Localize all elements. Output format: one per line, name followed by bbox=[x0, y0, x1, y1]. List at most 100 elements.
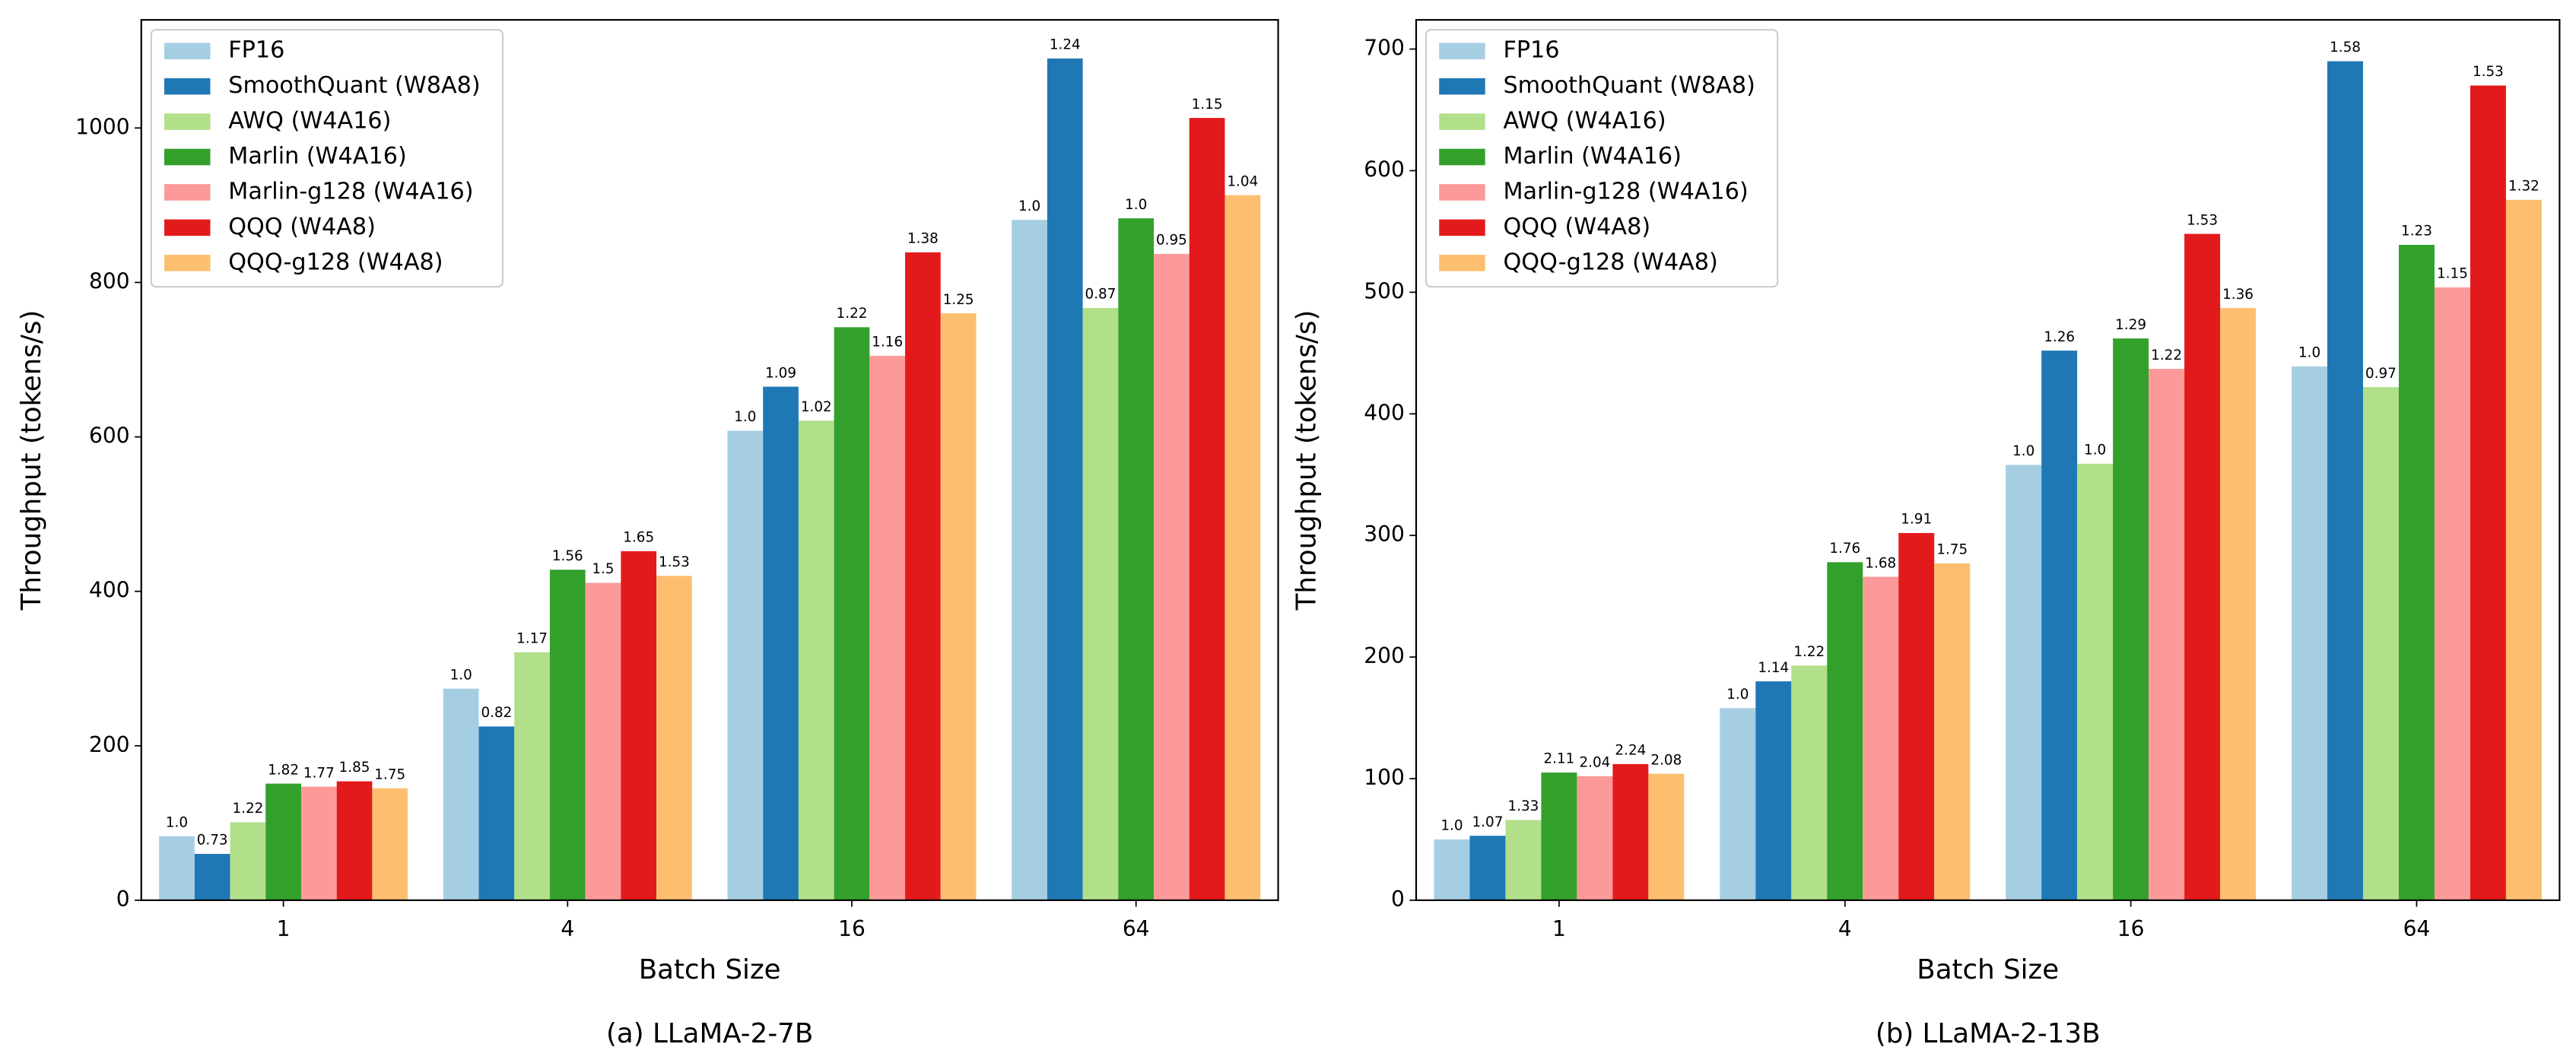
bar bbox=[1827, 562, 1863, 900]
legend-label: SmoothQuant (W8A8) bbox=[1503, 72, 1755, 99]
bar-label: 1.0 bbox=[2298, 345, 2320, 361]
bar bbox=[2149, 369, 2185, 900]
bar-label: 1.26 bbox=[2044, 329, 2075, 345]
legend-swatch bbox=[1439, 219, 1485, 236]
y-tick-label: 400 bbox=[1364, 400, 1405, 425]
y-tick-label: 300 bbox=[1364, 522, 1405, 547]
x-tick-label: 64 bbox=[1123, 916, 1150, 941]
x-tick-label: 16 bbox=[2117, 916, 2145, 941]
bar-label: 1.5 bbox=[592, 561, 614, 577]
bar-label: 1.22 bbox=[1793, 644, 1825, 660]
legend-swatch bbox=[164, 113, 211, 130]
bar-label: 0.87 bbox=[1085, 287, 1116, 303]
bar-label: 1.33 bbox=[1507, 798, 1539, 814]
bar bbox=[656, 576, 692, 900]
bar bbox=[940, 313, 977, 900]
bar bbox=[1082, 307, 1119, 900]
bar-label: 1.16 bbox=[872, 335, 903, 351]
bar bbox=[585, 582, 621, 900]
y-tick-label: 400 bbox=[89, 578, 130, 603]
bar-label: 1.56 bbox=[552, 548, 583, 564]
bar-label: 2.11 bbox=[1543, 751, 1574, 767]
legend-swatch bbox=[164, 184, 211, 201]
legend-label: AWQ (W4A16) bbox=[228, 108, 391, 135]
legend-label: QQQ (W4A8) bbox=[1503, 214, 1650, 240]
bar bbox=[1755, 681, 1792, 900]
y-tick-label: 1000 bbox=[75, 114, 129, 139]
bar-label: 1.53 bbox=[659, 554, 690, 570]
bar bbox=[798, 420, 834, 900]
bar bbox=[478, 726, 515, 900]
y-tick-label: 700 bbox=[1364, 36, 1405, 61]
bar-label: 1.04 bbox=[1227, 173, 1258, 189]
axes-frame bbox=[140, 19, 1279, 902]
bar-label: 1.0 bbox=[2012, 443, 2034, 459]
legend-swatch bbox=[1439, 43, 1485, 59]
bar bbox=[336, 781, 373, 900]
y-tick-label: 800 bbox=[89, 268, 130, 294]
bar bbox=[1154, 253, 1190, 900]
y-tick-label: 200 bbox=[89, 732, 130, 757]
bar bbox=[2363, 387, 2399, 900]
y-tick-label: 500 bbox=[1364, 278, 1405, 303]
legend-label: Marlin (W4A16) bbox=[1503, 143, 1682, 170]
bar-label: 1.32 bbox=[2508, 179, 2539, 195]
legend-label: QQQ-g128 (W4A8) bbox=[1503, 249, 1717, 275]
bar bbox=[2470, 85, 2506, 900]
bar-label: 1.76 bbox=[1829, 541, 1860, 557]
bar bbox=[2505, 199, 2542, 900]
bar-label: 1.85 bbox=[339, 760, 370, 776]
legend-swatch bbox=[1439, 113, 1485, 130]
bar bbox=[265, 783, 301, 900]
x-tick-label: 4 bbox=[561, 916, 574, 941]
bar bbox=[159, 836, 195, 900]
axes-frame bbox=[1415, 19, 2561, 902]
bar-label: 0.82 bbox=[481, 705, 512, 721]
bar bbox=[1934, 563, 1971, 900]
bar-label: 1.07 bbox=[1472, 814, 1504, 830]
legend-label: SmoothQuant (W8A8) bbox=[228, 72, 480, 99]
bar bbox=[905, 252, 941, 900]
bar bbox=[194, 854, 230, 900]
bar-label: 1.77 bbox=[303, 765, 335, 781]
legend-swatch bbox=[164, 43, 211, 59]
bar bbox=[834, 327, 870, 900]
legend-box bbox=[150, 29, 504, 288]
bar bbox=[1791, 665, 1828, 900]
legend-label: AWQ (W4A16) bbox=[1503, 108, 1666, 135]
bar-label: 1.0 bbox=[1726, 687, 1749, 703]
legend-swatch bbox=[1439, 184, 1485, 201]
legend-swatch bbox=[164, 78, 211, 95]
bar bbox=[1505, 820, 1542, 900]
bar bbox=[300, 786, 337, 900]
bar-label: 1.22 bbox=[232, 801, 263, 817]
legend-label: QQQ-g128 (W4A8) bbox=[228, 249, 443, 275]
legend-swatch bbox=[1439, 78, 1485, 95]
bar bbox=[549, 570, 586, 900]
bar-label: 1.29 bbox=[2115, 317, 2146, 333]
bar bbox=[2113, 338, 2149, 900]
bar-label: 1.09 bbox=[765, 365, 796, 381]
bar bbox=[2220, 308, 2257, 900]
legend-label: FP16 bbox=[228, 37, 284, 64]
bar-label: 1.82 bbox=[268, 762, 299, 778]
legend-box bbox=[1425, 29, 1779, 288]
bar-label: 2.24 bbox=[1615, 743, 1646, 759]
bar-label: 1.58 bbox=[2330, 40, 2361, 56]
bar-label: 1.22 bbox=[837, 306, 868, 322]
bar-label: 1.0 bbox=[166, 814, 188, 830]
bar-label: 1.24 bbox=[1050, 37, 1081, 53]
y-tick-label: 100 bbox=[1364, 765, 1405, 790]
x-tick-label: 1 bbox=[277, 916, 291, 941]
bar bbox=[2327, 61, 2363, 900]
bar-label: 1.36 bbox=[2222, 287, 2254, 303]
bar-label: 1.0 bbox=[1440, 818, 1463, 834]
y-axis-label: Throughput (tokens/s) bbox=[16, 310, 47, 611]
x-axis-label: Batch Size bbox=[639, 954, 781, 985]
legend-label: QQQ (W4A8) bbox=[228, 214, 376, 240]
bar bbox=[1469, 836, 1506, 900]
bar bbox=[2077, 463, 2114, 900]
bar-label: 1.17 bbox=[516, 631, 548, 647]
legend-swatch bbox=[164, 148, 211, 166]
